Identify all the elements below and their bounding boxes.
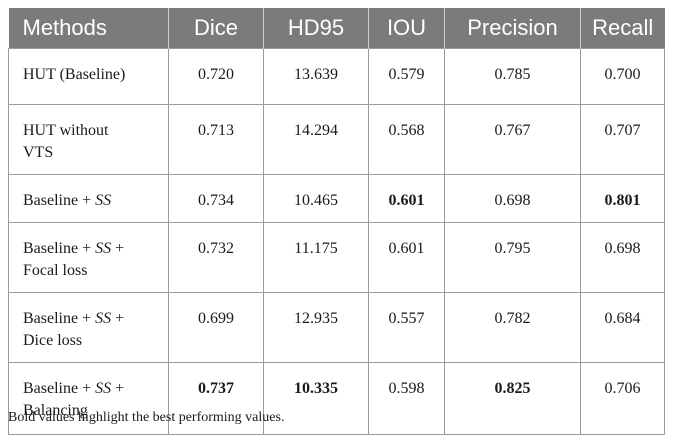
table-row: HUT without VTS 0.713 14.294 0.568 0.767 … xyxy=(8,104,665,175)
header-dice: Dice xyxy=(168,8,264,49)
value-cell: 12.935 xyxy=(263,292,369,363)
method-cell: Baseline + SS xyxy=(8,174,169,223)
value-cell: 0.698 xyxy=(580,222,665,293)
table-row: Baseline + SS + Focal loss 0.732 11.175 0… xyxy=(8,222,665,293)
value-cell: 13.639 xyxy=(263,48,369,105)
header-hd95: HD95 xyxy=(263,8,369,49)
value-cell: 0.734 xyxy=(168,174,264,223)
value-cell: 0.795 xyxy=(444,222,581,293)
header-recall: Recall xyxy=(580,8,665,49)
results-table-container: Methods Dice HD95 IOU Precision Recall H… xyxy=(8,8,665,435)
header-methods: Methods xyxy=(8,8,169,49)
table-header-row: Methods Dice HD95 IOU Precision Recall xyxy=(8,8,665,49)
method-cell: HUT without VTS xyxy=(8,104,169,175)
method-cell: HUT (Baseline) xyxy=(8,48,169,105)
method-text-line2: VTS xyxy=(23,144,54,161)
table-footnote: Bold values highlight the best performin… xyxy=(8,410,285,425)
value-cell: 0.767 xyxy=(444,104,581,175)
table-row: Baseline + SS + Balancing 0.737 10.335 0.… xyxy=(8,362,665,435)
method-ss-italic: SS xyxy=(95,240,112,257)
value-cell: 0.557 xyxy=(368,292,445,363)
method-text-line2: Dice loss xyxy=(23,332,83,349)
value-cell: 0.568 xyxy=(368,104,445,175)
value-cell: 0.601 xyxy=(368,222,445,293)
method-text: Baseline + xyxy=(23,380,96,397)
method-ss-italic: SS xyxy=(95,192,112,209)
value-cell: 0.601 xyxy=(368,174,445,223)
value-cell: 0.684 xyxy=(580,292,665,363)
method-text-line2: Balancing xyxy=(23,402,88,419)
value-cell: 10.465 xyxy=(263,174,369,223)
method-text-line2: Focal loss xyxy=(23,262,88,279)
method-ss-italic: SS xyxy=(95,310,112,327)
value-cell: 0.720 xyxy=(168,48,264,105)
method-text: HUT without xyxy=(23,122,109,139)
method-cell: Baseline + SS + Focal loss xyxy=(8,222,169,293)
value-cell: 0.825 xyxy=(444,362,581,435)
table-row: Baseline + SS 0.734 10.465 0.601 0.698 0… xyxy=(8,174,665,223)
value-cell: 0.782 xyxy=(444,292,581,363)
value-cell: 0.732 xyxy=(168,222,264,293)
value-cell: 0.698 xyxy=(444,174,581,223)
value-cell: 0.699 xyxy=(168,292,264,363)
value-cell: 10.335 xyxy=(263,362,369,435)
method-cell: Baseline + SS + Balancing xyxy=(8,362,169,435)
method-cell: Baseline + SS + Dice loss xyxy=(8,292,169,363)
method-text: Baseline + xyxy=(23,310,96,327)
results-table: Methods Dice HD95 IOU Precision Recall H… xyxy=(8,8,665,435)
header-precision: Precision xyxy=(444,8,581,49)
method-text-end: + xyxy=(111,310,125,327)
method-text-end: + xyxy=(111,380,125,397)
header-iou: IOU xyxy=(368,8,445,49)
value-cell: 0.801 xyxy=(580,174,665,223)
value-cell: 0.579 xyxy=(368,48,445,105)
value-cell: 0.707 xyxy=(580,104,665,175)
value-cell: 0.785 xyxy=(444,48,581,105)
method-text-end: + xyxy=(111,240,125,257)
value-cell: 0.713 xyxy=(168,104,264,175)
method-ss-italic: SS xyxy=(95,380,112,397)
method-text: HUT (Baseline) xyxy=(23,66,126,83)
table-row: HUT (Baseline) 0.720 13.639 0.579 0.785 … xyxy=(8,48,665,105)
method-text: Baseline + xyxy=(23,240,96,257)
value-cell: 0.706 xyxy=(580,362,665,435)
value-cell: 0.598 xyxy=(368,362,445,435)
value-cell: 0.700 xyxy=(580,48,665,105)
method-text: Baseline + xyxy=(23,192,96,209)
value-cell: 14.294 xyxy=(263,104,369,175)
table-row: Baseline + SS + Dice loss 0.699 12.935 0.… xyxy=(8,292,665,363)
value-cell: 11.175 xyxy=(263,222,369,293)
